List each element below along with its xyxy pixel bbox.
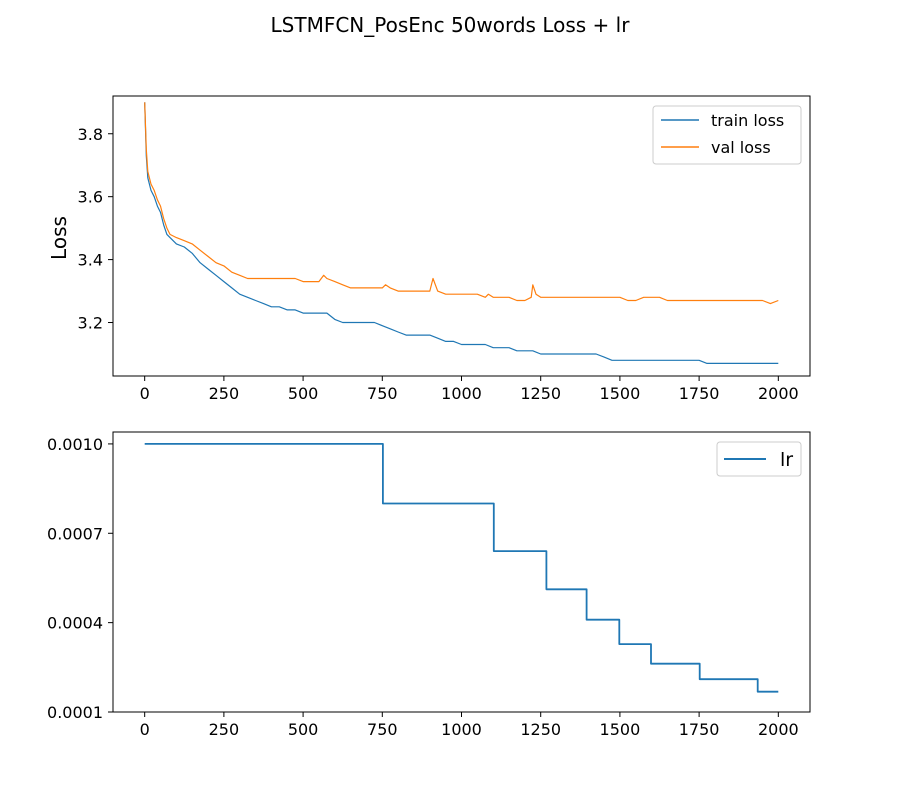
loss-x-tick-label: 750 <box>367 384 398 403</box>
lr-x-tick-label: 2000 <box>758 720 799 739</box>
val-loss-series-line <box>144 102 779 305</box>
legend-train-label: train loss <box>711 111 784 130</box>
lr-x-axis: 0 250 500 750 1000 1250 1500 1750 2000 <box>140 712 799 739</box>
lr-x-tick-label: 1500 <box>600 720 641 739</box>
lr-x-tick-label: 1000 <box>441 720 482 739</box>
legend-val-label: val loss <box>711 138 771 157</box>
loss-x-tick-label: 1750 <box>679 384 720 403</box>
loss-y-tick-label: 3.8 <box>78 125 103 144</box>
loss-lines <box>144 102 779 364</box>
loss-x-tick-label: 0 <box>140 384 150 403</box>
lr-x-tick-label: 750 <box>367 720 398 739</box>
lr-y-tick-label: 0.0010 <box>47 435 103 454</box>
loss-y-axis: 3.2 3.4 3.6 3.8 <box>78 125 113 333</box>
loss-y-axis-label: Loss <box>47 216 71 260</box>
lr-chart: 0 250 500 750 1000 1250 1500 1750 2000 0.00010.0… <box>47 431 811 739</box>
loss-x-tick-label: 2000 <box>758 384 799 403</box>
loss-y-tick-label: 3.2 <box>78 314 103 333</box>
loss-x-axis: 0 250 500 750 1000 1250 1500 1750 2000 <box>140 376 799 403</box>
loss-x-tick-label: 1500 <box>600 384 641 403</box>
loss-y-tick-label: 3.6 <box>78 188 103 207</box>
loss-chart: 0 250 500 750 1000 1250 1500 1750 2000 3.2 3.4 3.6… <box>47 95 811 403</box>
loss-x-tick-label: 1250 <box>520 384 561 403</box>
legend-lr-label: lr <box>780 449 793 471</box>
lr-legend: lr <box>716 441 802 477</box>
lr-x-tick-label: 1250 <box>520 720 561 739</box>
figure-title: LSTMFCN_PosEnc 50words Loss + lr <box>271 13 631 37</box>
loss-x-tick-label: 500 <box>288 384 319 403</box>
lr-y-tick-label: 0.0007 <box>47 524 103 543</box>
lr-x-tick-label: 250 <box>209 720 240 739</box>
lr-x-tick-label: 1750 <box>679 720 720 739</box>
lr-y-axis: 0.0001 0.0004 0.0007 0.0010 <box>47 435 113 722</box>
lr-x-tick-label: 0 <box>140 720 150 739</box>
loss-x-tick-label: 250 <box>209 384 240 403</box>
train-loss-series-line <box>144 102 779 364</box>
lr-series-line <box>144 442 779 693</box>
lr-plot-area <box>112 431 811 713</box>
lr-lines <box>144 442 779 693</box>
lr-y-tick-label: 0.0001 <box>47 703 103 722</box>
loss-legend: train loss val loss <box>652 105 802 165</box>
loss-x-tick-label: 1000 <box>441 384 482 403</box>
lr-y-tick-label: 0.0004 <box>47 614 103 633</box>
loss-y-tick-label: 3.4 <box>78 251 103 270</box>
lr-x-tick-label: 500 <box>288 720 319 739</box>
